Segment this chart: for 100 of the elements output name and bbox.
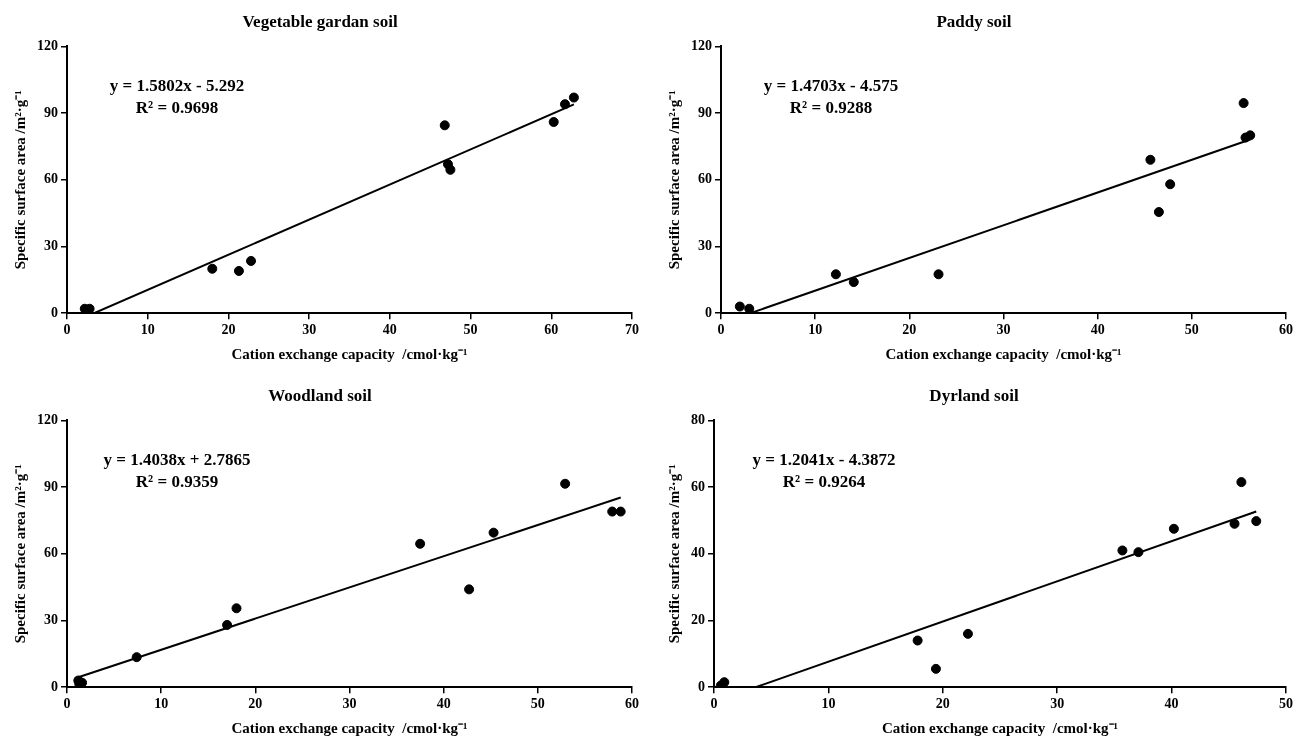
- y-tick-label: 80: [691, 412, 705, 428]
- point: [246, 255, 257, 266]
- y-axis-title: Specific surface area /m²·g⁻¹: [11, 90, 28, 270]
- point: [1145, 154, 1156, 165]
- point: [488, 527, 499, 538]
- point: [222, 619, 233, 630]
- point: [734, 301, 745, 312]
- y-tick-label: 0: [51, 678, 58, 694]
- point: [439, 120, 450, 131]
- point: [830, 269, 841, 280]
- x-axis-title: Cation exchange capacity /cmol·kg⁻¹: [231, 345, 468, 362]
- y-tick-label: 60: [691, 478, 705, 494]
- y-tick-label: 120: [37, 38, 58, 54]
- y-axis-title: Specific surface area /m²·g⁻¹: [11, 464, 28, 644]
- y-tick-label: 60: [698, 171, 712, 187]
- x-tick-label: 40: [436, 696, 451, 712]
- annotation: y = 1.5802x - 5.292: [109, 75, 245, 95]
- y-tick-label: 30: [44, 612, 58, 628]
- y-tick-label: 60: [44, 545, 58, 561]
- x-tick-label: 50: [530, 696, 545, 712]
- x-tick-label: 70: [625, 322, 639, 338]
- point: [560, 478, 571, 489]
- x-tick-label: 60: [1279, 322, 1293, 338]
- x-tick-label: 10: [154, 696, 169, 712]
- chart-title: Dyrland soil: [929, 385, 1019, 405]
- x-tick-label: 20: [248, 696, 263, 712]
- x-tick-label: 0: [63, 322, 71, 338]
- point: [548, 116, 559, 127]
- x-tick-label: 10: [140, 322, 155, 338]
- y-tick-label: 120: [37, 412, 58, 428]
- x-tick-label: 30: [1050, 696, 1065, 712]
- x-tick-label: 60: [544, 322, 559, 338]
- point: [131, 652, 142, 663]
- point: [415, 538, 426, 549]
- x-tick-label: 40: [382, 322, 397, 338]
- point: [933, 269, 944, 280]
- x-tick-label: 40: [1164, 696, 1179, 712]
- y-tick-label: 40: [691, 545, 705, 561]
- point: [560, 99, 571, 110]
- annotation: y = 1.4038x + 2.7865: [103, 449, 251, 469]
- point: [1238, 98, 1249, 109]
- x-tick-label: 50: [1279, 696, 1293, 712]
- x-tick-label: 30: [302, 322, 317, 338]
- point: [1229, 518, 1240, 529]
- point: [445, 164, 456, 175]
- point: [568, 92, 579, 103]
- annotation: R² = 0.9264: [782, 471, 866, 491]
- x-tick-label: 30: [342, 696, 357, 712]
- x-tick-label: 60: [625, 696, 639, 712]
- point: [930, 663, 941, 674]
- x-axis-title: Cation exchange capacity /cmol·kg⁻¹: [881, 719, 1119, 736]
- annotation: R² = 0.9698: [135, 97, 219, 117]
- point: [607, 506, 618, 517]
- y-tick-label: 20: [691, 612, 705, 628]
- point: [848, 277, 859, 288]
- point: [615, 506, 626, 517]
- chart-title: Vegetable gardan soil: [242, 11, 398, 31]
- x-tick-label: 20: [935, 696, 950, 712]
- y-tick-label: 60: [44, 171, 58, 187]
- point: [464, 584, 475, 595]
- y-axis-title: Specific surface area /m²·g⁻¹: [665, 464, 682, 644]
- x-tick-label: 50: [1184, 322, 1199, 338]
- chart-title: Paddy soil: [936, 11, 1012, 31]
- annotation: y = 1.4703x - 4.575: [763, 75, 899, 95]
- point: [1236, 477, 1247, 488]
- point: [912, 635, 923, 646]
- y-tick-label: 90: [698, 104, 712, 120]
- chart-title: Woodland soil: [268, 385, 372, 405]
- x-tick-label: 50: [463, 322, 478, 338]
- x-axis-title: Cation exchange capacity /cmol·kg⁻¹: [885, 345, 1122, 362]
- y-tick-label: 90: [44, 478, 58, 494]
- y-axis-title: Specific surface area /m²·g⁻¹: [665, 90, 682, 270]
- point: [207, 263, 218, 274]
- x-tick-label: 20: [221, 322, 236, 338]
- point: [231, 603, 242, 614]
- x-tick-label: 10: [808, 322, 823, 338]
- x-tick-label: 10: [821, 696, 836, 712]
- x-axis-title: Cation exchange capacity /cmol·kg⁻¹: [231, 719, 468, 736]
- y-tick-label: 30: [44, 238, 58, 254]
- point: [962, 628, 973, 639]
- x-tick-label: 20: [902, 322, 917, 338]
- x-tick-label: 0: [717, 322, 725, 338]
- point: [1251, 516, 1262, 527]
- point: [233, 265, 244, 276]
- point: [1153, 207, 1164, 218]
- point: [1117, 545, 1128, 556]
- y-tick-label: 0: [705, 304, 712, 320]
- point: [1165, 179, 1176, 190]
- y-tick-label: 0: [51, 304, 58, 320]
- point: [1133, 547, 1144, 558]
- point: [1168, 523, 1179, 534]
- annotation: R² = 0.9359: [135, 471, 219, 491]
- annotation: y = 1.2041x - 4.3872: [752, 449, 896, 469]
- y-tick-label: 90: [44, 104, 58, 120]
- x-tick-label: 40: [1090, 322, 1105, 338]
- y-tick-label: 30: [698, 238, 712, 254]
- x-tick-label: 0: [63, 696, 71, 712]
- point: [1245, 130, 1256, 141]
- x-tick-label: 30: [996, 322, 1011, 338]
- y-tick-label: 0: [698, 678, 705, 694]
